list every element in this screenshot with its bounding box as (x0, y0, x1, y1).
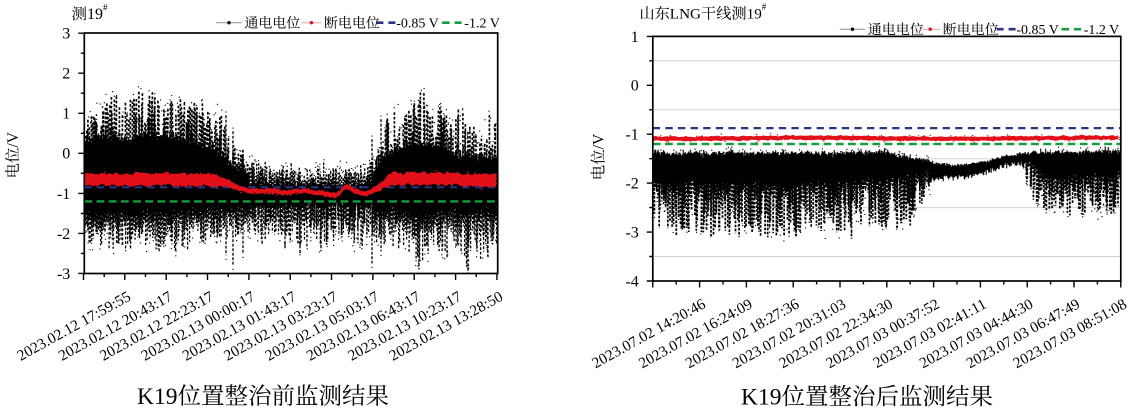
svg-text:-3: -3 (625, 225, 638, 242)
svg-text:#: # (103, 3, 108, 13)
svg-text:2: 2 (62, 66, 70, 83)
svg-text:-2: -2 (57, 226, 70, 243)
svg-text:/V: /V (5, 131, 22, 147)
svg-text:19: 19 (87, 6, 103, 23)
svg-text:-1.2 V: -1.2 V (464, 17, 500, 32)
svg-text:-0.85 V: -0.85 V (396, 17, 439, 32)
svg-text:-1: -1 (57, 186, 70, 203)
svg-text:#: # (762, 2, 767, 12)
svg-text:K19: K19 (137, 384, 177, 410)
svg-text:/V: /V (591, 133, 608, 149)
svg-text:0: 0 (62, 146, 70, 163)
svg-text:-3: -3 (57, 266, 70, 283)
svg-text:LNG: LNG (670, 6, 701, 23)
svg-text:-2: -2 (625, 176, 638, 193)
svg-text:1: 1 (631, 29, 639, 46)
svg-text:-1.2 V: -1.2 V (1084, 23, 1120, 38)
svg-text:K19: K19 (741, 385, 781, 411)
svg-text:-0.85 V: -0.85 V (1016, 23, 1059, 38)
svg-text:-1: -1 (625, 127, 638, 144)
svg-text:19: 19 (747, 6, 762, 23)
svg-text:-4: -4 (625, 273, 638, 290)
svg-text:3: 3 (62, 26, 70, 43)
svg-text:0: 0 (631, 78, 639, 95)
svg-text:1: 1 (62, 106, 70, 123)
